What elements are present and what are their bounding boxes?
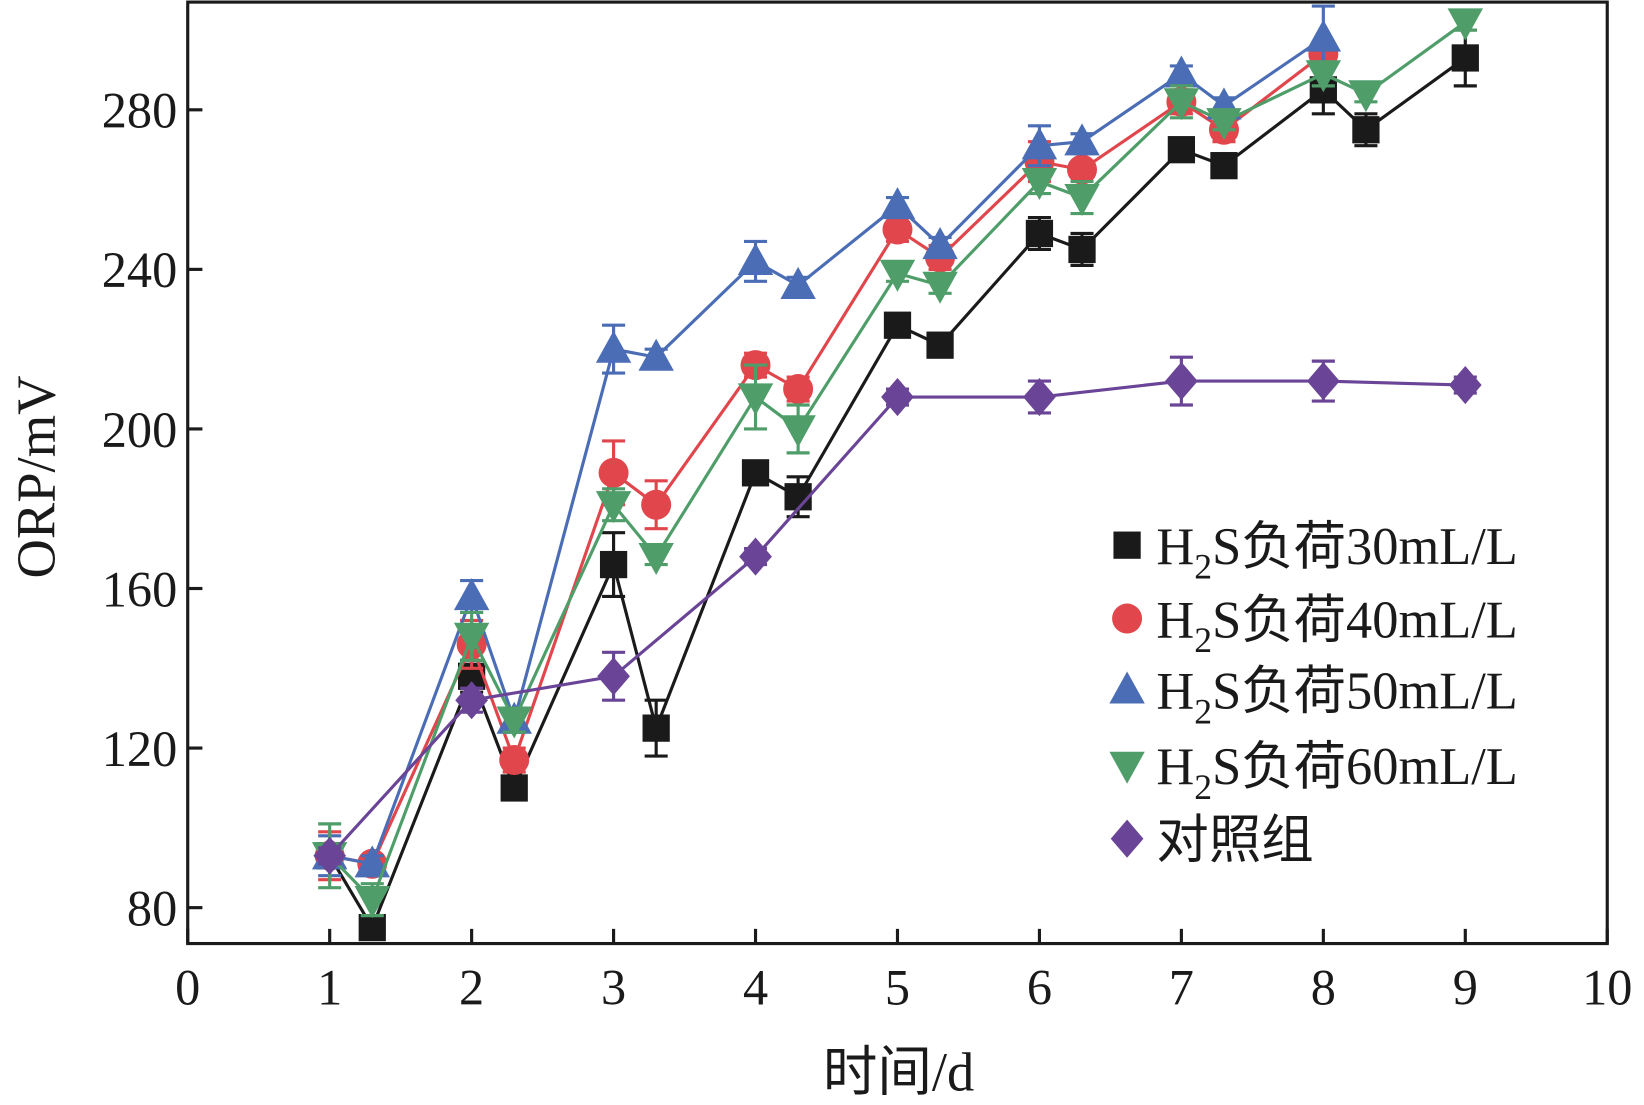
data-point xyxy=(1167,136,1196,164)
data-point xyxy=(496,706,532,739)
x-tick-label: 3 xyxy=(601,959,626,1015)
x-axis-label: 时间/d xyxy=(823,1041,974,1102)
data-point xyxy=(1023,377,1056,417)
legend-item: H2S负荷50mL/L xyxy=(1109,663,1518,732)
data-point xyxy=(783,374,814,405)
data-point xyxy=(453,578,490,611)
data-point xyxy=(638,338,674,371)
legend-marker xyxy=(1110,819,1144,858)
data-point xyxy=(599,550,628,579)
data-point xyxy=(597,657,630,696)
data-point xyxy=(1021,127,1058,160)
data-point xyxy=(354,886,390,919)
x-tick-label: 8 xyxy=(1311,959,1336,1015)
data-point xyxy=(882,214,913,245)
data-point xyxy=(358,913,386,942)
legend-label: H2S负荷60mL/L xyxy=(1156,738,1517,807)
x-tick-label: 9 xyxy=(1453,959,1478,1015)
y-axis: 80 120 160 200 240 280 xyxy=(102,83,203,936)
y-axis-label: ORP/mV xyxy=(6,376,67,579)
x-tick-label: 1 xyxy=(317,959,342,1015)
data-point xyxy=(1448,365,1482,405)
data-point xyxy=(642,714,670,742)
y-tick-label: 200 xyxy=(102,402,177,458)
y-tick-label: 160 xyxy=(102,561,177,617)
data-marks xyxy=(311,4,1484,942)
data-point xyxy=(1165,361,1198,401)
data-point xyxy=(455,681,488,720)
data-point xyxy=(1305,60,1342,93)
y-tick-label: 120 xyxy=(102,721,177,777)
data-point xyxy=(879,187,916,220)
data-point xyxy=(500,774,528,802)
legend-item: H2S负荷60mL/L xyxy=(1109,738,1518,807)
data-point xyxy=(1163,88,1200,121)
series-0 xyxy=(316,28,1479,942)
data-point xyxy=(883,311,912,339)
legend-item: H2S负荷40mL/L xyxy=(1112,591,1518,660)
data-point xyxy=(926,331,954,359)
data-point xyxy=(595,491,632,524)
data-point xyxy=(1163,55,1200,88)
data-point xyxy=(879,259,916,292)
data-point xyxy=(737,383,774,416)
data-point xyxy=(1447,8,1484,41)
data-point xyxy=(313,836,347,875)
x-tick-label: 10 xyxy=(1582,959,1632,1015)
series-3 xyxy=(311,8,1484,919)
legend-marker xyxy=(1109,751,1145,784)
legend-item: 对照组 xyxy=(1110,812,1314,870)
y-tick-label: 280 xyxy=(102,83,177,139)
data-point xyxy=(1305,19,1342,52)
data-point xyxy=(1064,123,1100,156)
legend-marker xyxy=(1112,603,1143,634)
y-tick-label: 80 xyxy=(127,880,177,936)
data-point xyxy=(881,377,914,417)
data-point xyxy=(737,242,774,276)
data-point xyxy=(1451,44,1479,72)
data-point xyxy=(499,745,530,776)
x-tick-label: 7 xyxy=(1169,959,1194,1015)
data-point xyxy=(453,622,490,655)
x-axis: 0 1 2 3 4 5 6 7 8 9 10 xyxy=(175,928,1632,1015)
legend-marker xyxy=(1113,531,1141,559)
data-point xyxy=(638,542,674,575)
legend-marker xyxy=(1109,671,1145,704)
data-point xyxy=(1021,167,1058,201)
data-point xyxy=(741,459,770,487)
legend-label: H2S负荷40mL/L xyxy=(1156,591,1517,660)
data-point xyxy=(595,330,632,363)
data-point xyxy=(1206,108,1242,141)
legend-item: H2S负荷30mL/L xyxy=(1113,518,1518,587)
data-point xyxy=(922,227,958,260)
legend: H2S负荷30mL/LH2S负荷40mL/LH2S负荷50mL/LH2S负荷60… xyxy=(1109,518,1518,870)
legend-label: H2S负荷30mL/L xyxy=(1156,518,1517,587)
x-tick-label: 4 xyxy=(743,959,768,1015)
data-point xyxy=(1025,219,1054,248)
data-point xyxy=(1210,152,1238,180)
data-point xyxy=(1348,80,1384,113)
data-point xyxy=(780,266,816,299)
x-tick-label: 5 xyxy=(885,959,910,1015)
data-point xyxy=(1306,361,1340,401)
data-point xyxy=(780,415,816,448)
data-point xyxy=(1064,183,1100,216)
data-point xyxy=(1068,235,1096,264)
x-tick-label: 2 xyxy=(459,959,484,1015)
data-point xyxy=(922,271,958,304)
y-tick-label: 240 xyxy=(102,242,177,298)
data-point xyxy=(1352,116,1380,144)
legend-label: H2S负荷50mL/L xyxy=(1156,663,1517,732)
legend-label: 对照组 xyxy=(1156,812,1313,870)
data-point xyxy=(598,457,629,488)
data-point xyxy=(354,845,390,878)
x-tick-label: 0 xyxy=(175,959,200,1015)
data-point xyxy=(641,489,672,520)
series-4 xyxy=(313,355,1482,875)
data-point xyxy=(739,537,772,576)
x-tick-label: 6 xyxy=(1027,959,1052,1015)
data-point xyxy=(1067,154,1098,185)
